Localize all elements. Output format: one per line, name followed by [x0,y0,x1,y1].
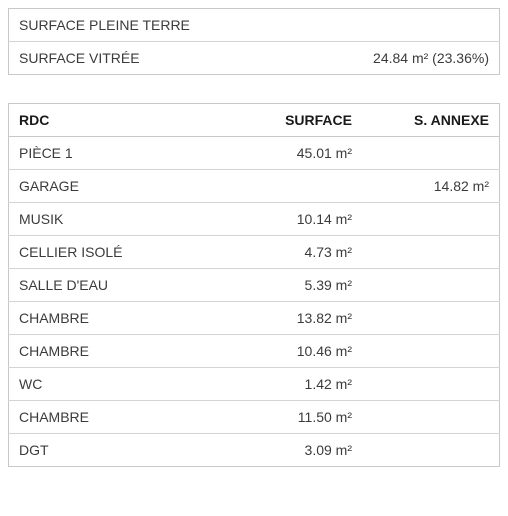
room-surface: 10.14 m² [229,203,362,236]
room-annexe [362,236,500,269]
room-surface: 4.73 m² [229,236,362,269]
room-annexe [362,401,500,434]
table-row: SURFACE PLEINE TERRE [9,9,500,42]
table-row: PIÈCE 145.01 m² [9,137,500,170]
room-surface [229,170,362,203]
room-annexe [362,269,500,302]
room-surface: 13.82 m² [229,302,362,335]
room-name: WC [9,368,230,401]
room-name: CHAMBRE [9,335,230,368]
room-name: CELLIER ISOLÉ [9,236,230,269]
table-row: CHAMBRE13.82 m² [9,302,500,335]
room-annexe [362,368,500,401]
room-annexe [362,137,500,170]
table-row: CHAMBRE11.50 m² [9,401,500,434]
table-header-row: RDC SURFACE S. ANNEXE [9,104,500,137]
room-name: GARAGE [9,170,230,203]
room-annexe: 14.82 m² [362,170,500,203]
summary-label: SURFACE PLEINE TERRE [9,9,296,42]
table-row: CELLIER ISOLÉ4.73 m² [9,236,500,269]
table-row: WC1.42 m² [9,368,500,401]
room-name: CHAMBRE [9,401,230,434]
room-surface: 3.09 m² [229,434,362,467]
room-annexe [362,302,500,335]
room-surface: 10.46 m² [229,335,362,368]
summary-label: SURFACE VITRÉE [9,42,296,75]
table-row: GARAGE 14.82 m² [9,170,500,203]
table-row: MUSIK10.14 m² [9,203,500,236]
table-row: CHAMBRE10.46 m² [9,335,500,368]
rdc-table: RDC SURFACE S. ANNEXE PIÈCE 145.01 m²GAR… [8,103,500,467]
table-row: DGT3.09 m² [9,434,500,467]
room-annexe [362,434,500,467]
room-surface: 45.01 m² [229,137,362,170]
summary-value: 24.84 m² (23.36%) [295,42,499,75]
summary-value [295,9,499,42]
header-surface: SURFACE [229,104,362,137]
table-row: SURFACE VITRÉE 24.84 m² (23.36%) [9,42,500,75]
table-row: SALLE D'EAU5.39 m² [9,269,500,302]
room-annexe [362,335,500,368]
room-name: DGT [9,434,230,467]
header-annexe: S. ANNEXE [362,104,500,137]
summary-table: SURFACE PLEINE TERRE SURFACE VITRÉE 24.8… [8,8,500,75]
room-name: CHAMBRE [9,302,230,335]
room-name: MUSIK [9,203,230,236]
room-surface: 1.42 m² [229,368,362,401]
room-annexe [362,203,500,236]
header-rdc: RDC [9,104,230,137]
room-name: PIÈCE 1 [9,137,230,170]
room-surface: 5.39 m² [229,269,362,302]
room-name: SALLE D'EAU [9,269,230,302]
room-surface: 11.50 m² [229,401,362,434]
